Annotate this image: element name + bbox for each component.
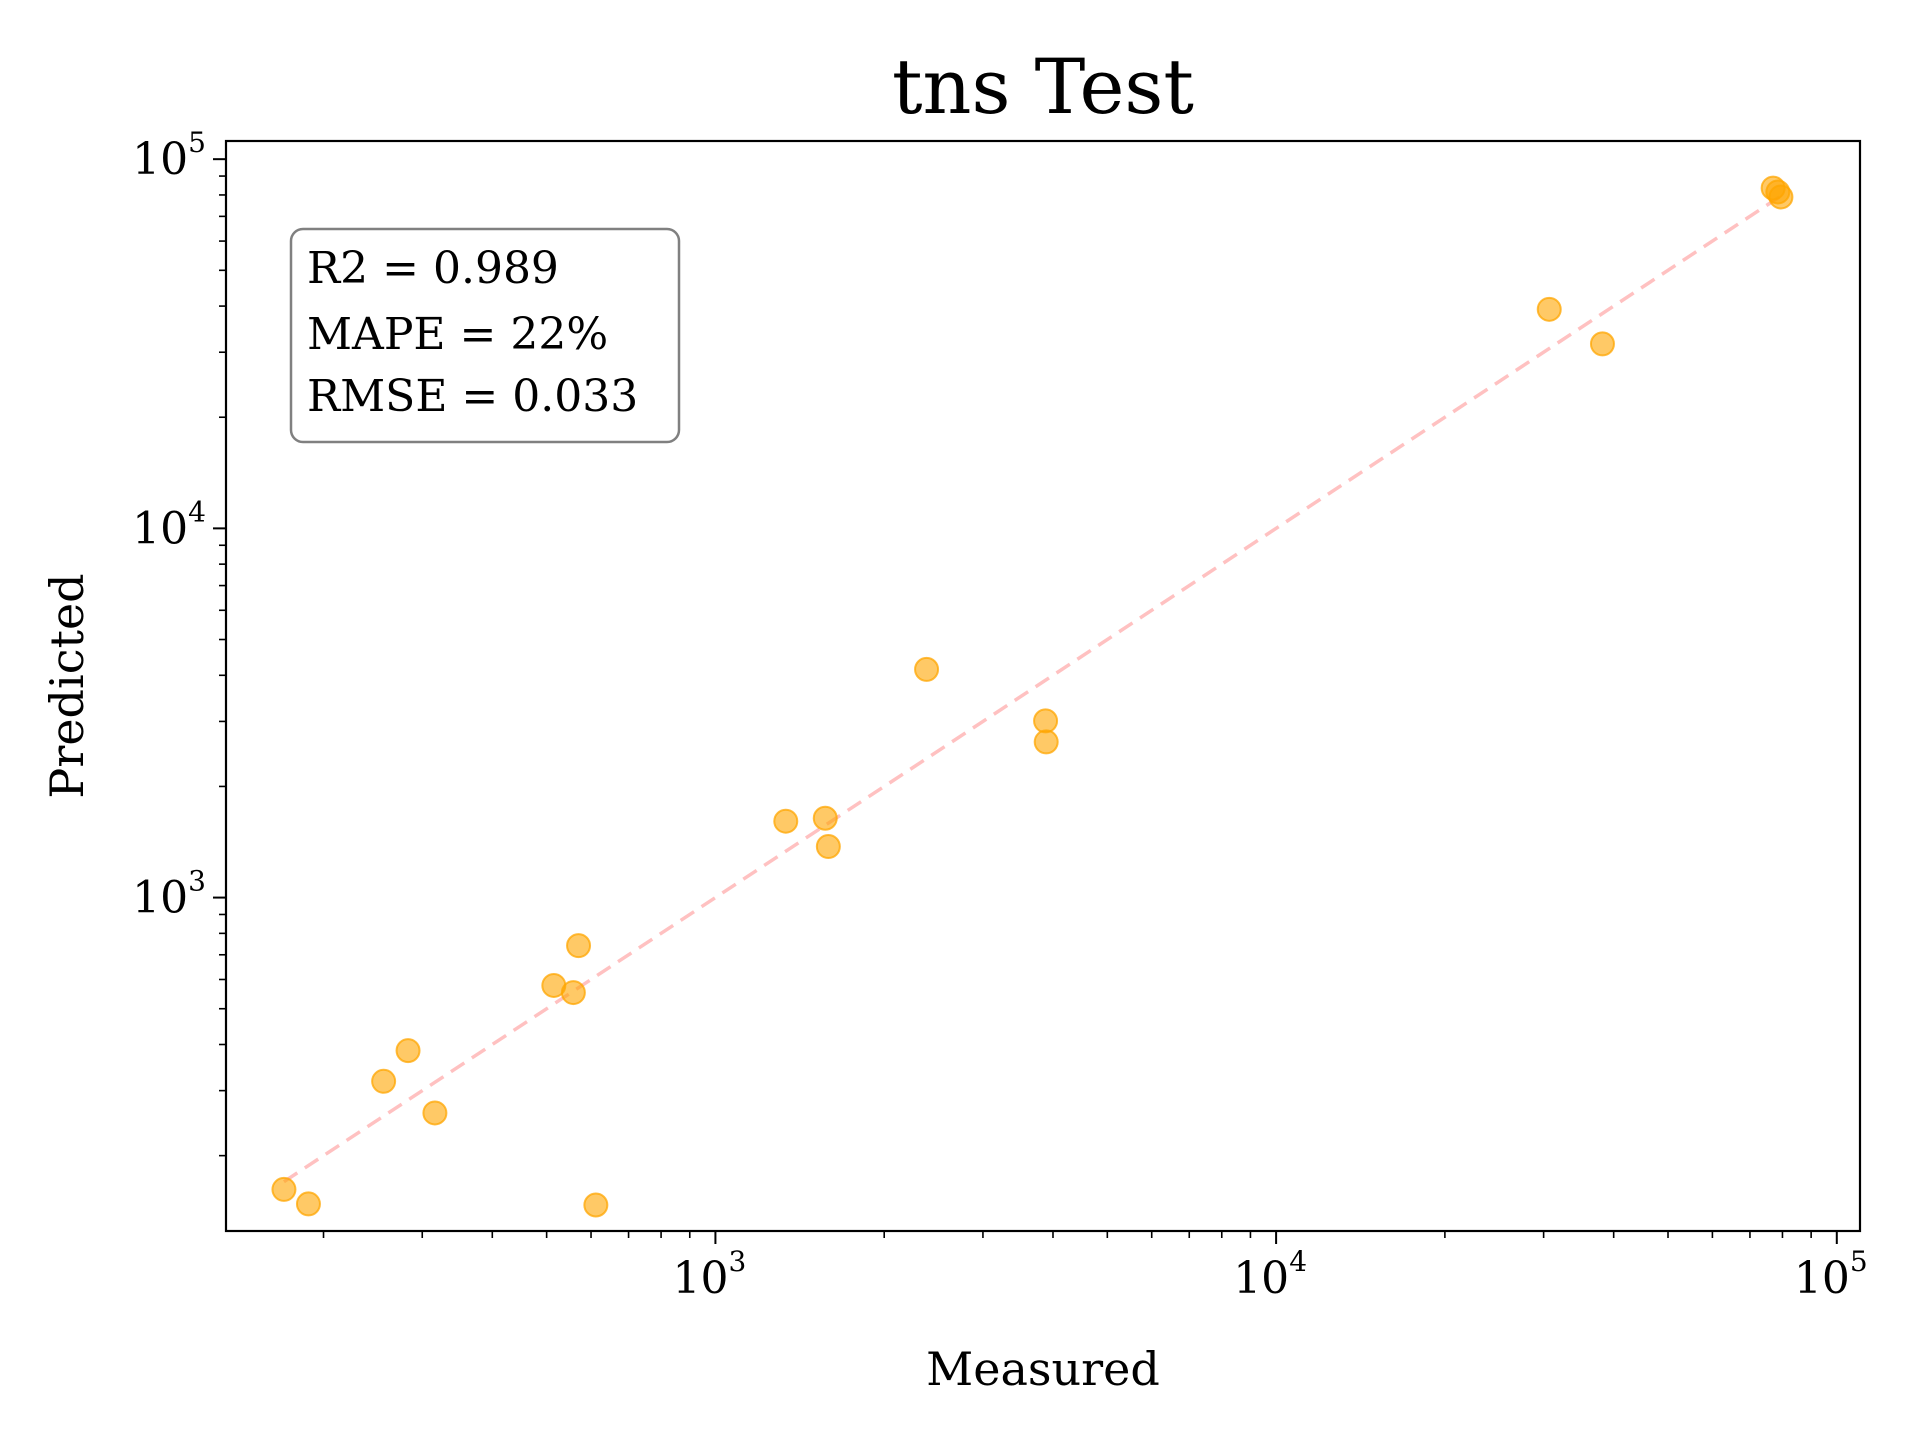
y-tick-exponent: 5 <box>188 126 206 159</box>
scatter-point <box>1768 184 1794 210</box>
x-tick-exponent: 5 <box>1850 1245 1868 1278</box>
plot-frame <box>224 139 1862 1233</box>
scatter-point <box>560 980 586 1006</box>
scatter-point <box>295 1191 321 1217</box>
scatter-point <box>566 933 592 959</box>
scatter-point <box>395 1038 421 1064</box>
stats-box: R2 = 0.989 MAPE = 22% RMSE = 0.033 <box>289 227 681 444</box>
x-tick-exponent: 3 <box>729 1245 747 1278</box>
scatter-point <box>815 834 841 860</box>
y-tick-label: 105 <box>132 126 206 185</box>
y-tick-base: 10 <box>132 873 188 924</box>
scatter-point <box>422 1100 448 1126</box>
x-tick-base: 10 <box>1794 1253 1850 1304</box>
scatter-point <box>583 1192 609 1218</box>
y-tick-base: 10 <box>132 134 188 185</box>
x-tick-base: 10 <box>1233 1253 1289 1304</box>
y-axis-label: Predicted <box>40 573 94 798</box>
x-axis-label: Measured <box>926 1342 1160 1396</box>
scatter-point <box>1033 729 1059 755</box>
x-tick-base: 10 <box>673 1253 729 1304</box>
scatter-point <box>271 1176 297 1202</box>
y-tick-exponent: 3 <box>188 865 206 898</box>
stats-line-mape: MAPE = 22% <box>307 309 608 360</box>
plot-area <box>271 175 1794 1218</box>
y-tick-base: 10 <box>132 503 188 554</box>
scatter-point <box>812 805 838 831</box>
scatter-point <box>914 656 940 682</box>
stats-box-frame <box>289 227 681 444</box>
scatter-point <box>1536 296 1562 322</box>
x-tick-exponent: 4 <box>1289 1245 1307 1278</box>
x-tick-label: 105 <box>1794 1245 1868 1304</box>
x-tick-label: 103 <box>673 1245 747 1304</box>
scatter-point <box>371 1068 397 1094</box>
chart-title: tns Test <box>892 42 1194 131</box>
stats-line-r2: R2 = 0.989 <box>307 243 559 294</box>
scatter-point <box>1589 331 1615 357</box>
y-tick-exponent: 4 <box>188 495 206 528</box>
y-tick-label: 104 <box>132 495 206 554</box>
y-tick-label: 103 <box>132 865 206 924</box>
scatter-point <box>773 808 799 834</box>
x-tick-label: 104 <box>1233 1245 1307 1304</box>
scatter-point <box>1033 708 1059 734</box>
stats-line-rmse: RMSE = 0.033 <box>307 371 638 422</box>
